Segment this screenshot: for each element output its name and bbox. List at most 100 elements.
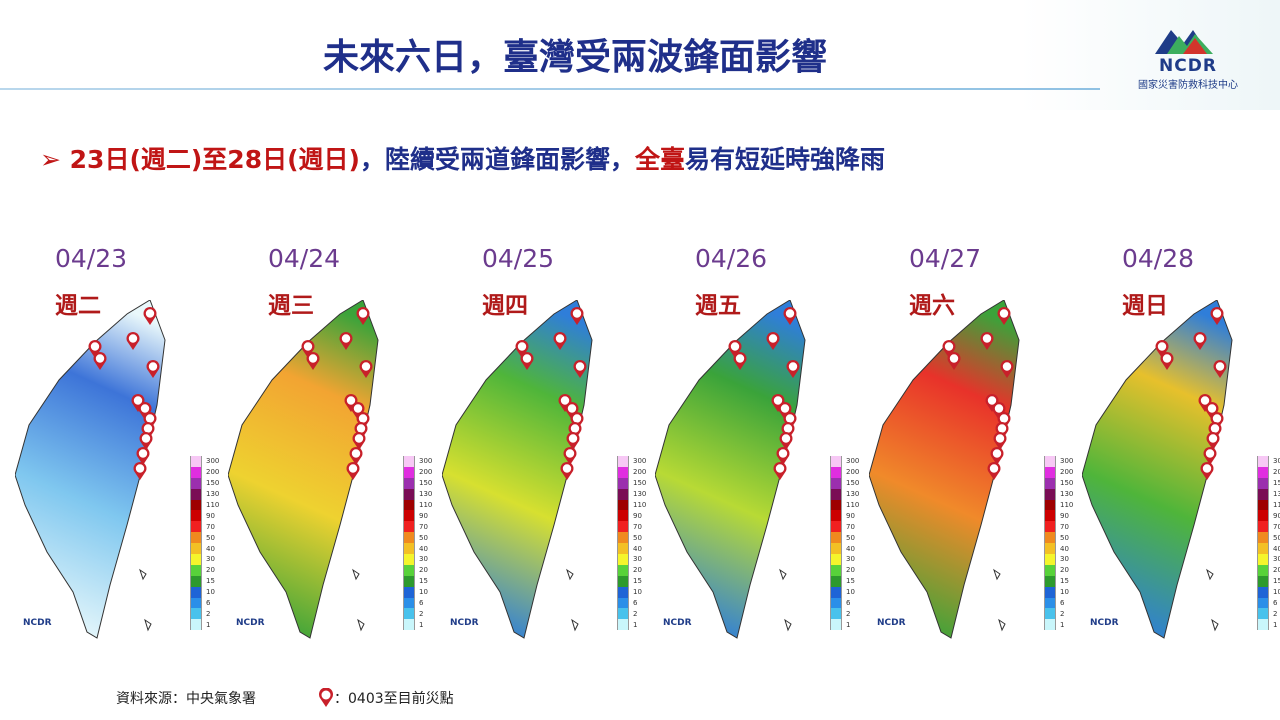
legend-value: 300	[1273, 457, 1280, 466]
legend-item: 110	[403, 499, 443, 511]
legend-value: 50	[1060, 533, 1069, 542]
legend-value: 15	[206, 577, 215, 586]
header-background	[1020, 0, 1280, 110]
legend-item: 200	[190, 466, 230, 478]
legend-value: 90	[206, 511, 215, 520]
legend-value: 110	[846, 501, 860, 509]
map-ncdr-logo: NCDR	[450, 618, 479, 628]
island	[357, 618, 365, 632]
legend-value: 20	[1060, 566, 1069, 575]
legend-item: 10	[617, 586, 657, 598]
legend-item: 1	[617, 619, 657, 631]
legend-value: 30	[846, 555, 855, 564]
disaster-pin-icon	[1208, 422, 1222, 440]
disaster-pin-icon	[995, 422, 1009, 440]
legend-item: 150	[617, 477, 657, 489]
legend-item: 300	[190, 456, 230, 467]
island	[1211, 618, 1219, 632]
legend-item: 130	[1257, 488, 1280, 500]
disaster-pin-icon	[351, 402, 365, 420]
rain-map-panel: 04/27 週六 300 200 150 130 110 90 70 50 40 30 20 15 10…	[869, 240, 1073, 650]
disaster-pin-icon	[733, 352, 747, 370]
legend-item: 200	[403, 466, 443, 478]
map-weekday: 週日	[1122, 293, 1168, 319]
island	[993, 568, 1001, 581]
map-date: 04/28	[1122, 244, 1195, 273]
legend-item: 70	[403, 521, 443, 533]
legend-item: 90	[1044, 510, 1084, 522]
legend-item: 20	[617, 564, 657, 576]
disaster-pin-icon	[354, 422, 368, 440]
island	[779, 568, 787, 581]
disaster-pin-icon	[570, 412, 584, 430]
disaster-pin-icon	[356, 412, 370, 430]
legend-item: 20	[190, 564, 230, 576]
legend-item: 150	[1044, 477, 1084, 489]
legend-value: 2	[419, 609, 424, 618]
taiwan-rainfall-map	[869, 300, 1020, 639]
disaster-pin-icon	[985, 394, 999, 412]
legend-item: 6	[830, 597, 870, 609]
legend-item: 50	[1257, 532, 1280, 544]
data-source: 資料來源：中央氣象署	[116, 691, 256, 707]
disaster-pin-icon	[141, 422, 155, 440]
legend-value: 40	[633, 544, 642, 553]
legend-value: 130	[1060, 490, 1074, 499]
legend-item: 110	[617, 499, 657, 511]
disaster-pin-icon	[992, 402, 1006, 420]
disaster-pin-icon	[1206, 432, 1220, 450]
rain-map-panel: 04/24 週三 300 200 150 130 110 90 70 50 40 30 20 15 10…	[228, 240, 432, 650]
legend-item: 110	[1044, 499, 1084, 511]
legend-value: 15	[419, 577, 428, 586]
legend-value: 15	[1060, 577, 1069, 586]
map-date: 04/23	[55, 244, 128, 273]
map-weekday: 週二	[55, 293, 101, 319]
legend-item: 40	[403, 543, 443, 555]
legend-value: 200	[1060, 468, 1074, 477]
legend-item: 2	[617, 608, 657, 620]
legend-value: 2	[206, 609, 211, 618]
legend-value: 30	[1060, 555, 1069, 564]
disaster-pin-icon	[771, 394, 785, 412]
legend-item: 20	[1257, 564, 1280, 576]
legend-value: 110	[1060, 501, 1074, 509]
legend-value: 10	[633, 588, 642, 597]
legend-item: 40	[617, 543, 657, 555]
legend-item: 20	[403, 564, 443, 576]
legend-item: 6	[1257, 597, 1280, 609]
legend-item: 1	[1257, 619, 1280, 631]
legend-value: 90	[633, 511, 642, 520]
legend-item: 40	[190, 543, 230, 555]
disaster-pin-icon	[138, 402, 152, 420]
legend-value: 6	[1273, 599, 1278, 608]
logo-name: NCDR	[1159, 56, 1217, 76]
disaster-pin-icon	[1155, 340, 1169, 358]
disaster-pin-icon	[1203, 447, 1217, 465]
legend-value: 70	[633, 522, 642, 531]
map-ncdr-logo: NCDR	[23, 618, 52, 628]
legend-value: 90	[419, 511, 428, 520]
legend-item: 50	[830, 532, 870, 544]
legend-item: 30	[1257, 554, 1280, 565]
disaster-pin-icon	[88, 340, 102, 358]
arrow-bullet-icon: ➢	[40, 145, 70, 174]
island	[144, 618, 152, 632]
legend-value: 30	[633, 555, 642, 564]
legend-item: 15	[403, 575, 443, 587]
legend-value: 15	[1273, 577, 1280, 586]
legend-value: 6	[633, 599, 638, 608]
disaster-pin-icon	[344, 394, 358, 412]
legend-value: 150	[206, 479, 220, 488]
disaster-pin-icon	[143, 307, 157, 325]
disaster-pin-icon	[997, 307, 1011, 325]
legend-value: 70	[846, 522, 855, 531]
legend-value: 30	[1273, 555, 1280, 564]
legend-value: 70	[1273, 522, 1280, 531]
legend-value: 130	[419, 490, 433, 499]
legend-item: 50	[190, 532, 230, 544]
legend-value: 6	[206, 599, 211, 608]
